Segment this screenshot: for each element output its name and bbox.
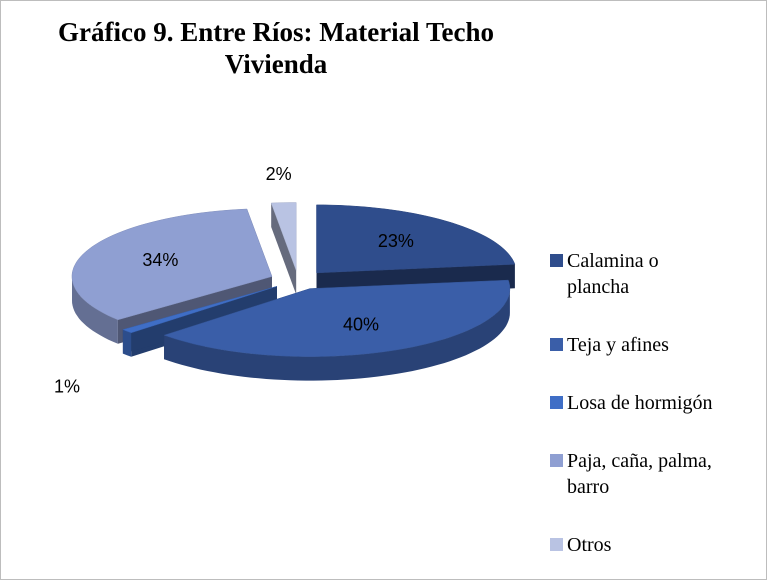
- slice-side: [122, 286, 278, 354]
- data-label: 23%: [378, 231, 414, 251]
- legend-swatch: [550, 454, 563, 467]
- legend-label: Paja, caña, palma, barro: [567, 450, 712, 498]
- legend-item: Otros: [550, 532, 760, 558]
- legend-swatch: [550, 538, 563, 551]
- legend-label: Teja y afines: [567, 334, 669, 356]
- legend-label: Otros: [567, 534, 612, 556]
- legend-item: Teja y afines: [550, 332, 760, 358]
- legend-item: Losa de hormigón: [550, 390, 760, 416]
- legend-item: Paja, caña, palma, barro: [550, 448, 760, 500]
- slice: [122, 286, 278, 334]
- slice-wall: [72, 276, 118, 344]
- chart-title: Gráfico 9. Entre Ríos: Material Techo Vi…: [58, 17, 494, 79]
- slice: [163, 279, 511, 357]
- slice: [316, 204, 516, 274]
- pie-chart: 23% 40% 1% 34% 2%: [54, 164, 516, 396]
- legend-label: Losa de hormigón: [567, 392, 713, 414]
- slice-side: [271, 203, 297, 295]
- legend-swatch: [550, 396, 563, 409]
- legend: Calamina o plancha Teja y afines Losa de h…: [550, 248, 760, 558]
- slice: [71, 208, 273, 321]
- slice-wall: [122, 329, 132, 357]
- data-label: 2%: [266, 164, 292, 184]
- slice-wall: [164, 288, 510, 381]
- legend-swatch: [550, 338, 563, 351]
- legend-item: Calamina o plancha: [550, 248, 760, 300]
- legend-swatch: [550, 254, 563, 267]
- legend-label: Calamina o plancha: [567, 250, 659, 298]
- data-label: 34%: [142, 250, 178, 270]
- slice: [270, 202, 297, 295]
- slice: [270, 202, 297, 271]
- data-label: 40%: [343, 314, 379, 334]
- slice: [163, 279, 511, 381]
- data-label: 1%: [54, 376, 80, 396]
